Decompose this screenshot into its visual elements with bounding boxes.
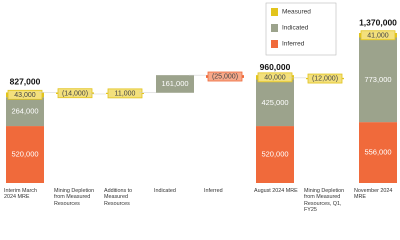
value-label: 264,000	[11, 107, 38, 116]
bar-segment	[359, 122, 397, 183]
total-label: 960,000	[260, 62, 291, 72]
value-label: 520,000	[11, 150, 38, 159]
legend-swatch	[271, 8, 278, 16]
value-label: 43,000	[14, 92, 36, 99]
total-label: 1,370,000	[359, 17, 397, 27]
chart-svg: Measured Indicated Inferred 520,000 264,000 4…	[6, 2, 397, 183]
category-label: Indicated	[154, 188, 176, 194]
value-label-box	[107, 88, 143, 99]
value-label-box	[360, 30, 396, 41]
chart: Measured Indicated Inferred 520,000 264,000 4…	[4, 2, 397, 211]
bar-segment	[256, 79, 294, 127]
legend-swatch	[271, 40, 278, 48]
category-label: August 2024 MRE	[254, 188, 298, 194]
value-label: 40,000	[264, 74, 286, 81]
category-label: November 2024 MRE	[354, 188, 393, 201]
bar-segment	[6, 97, 44, 127]
category-label: Additions to Measured Resources	[104, 188, 133, 207]
value-label: 161,000	[161, 79, 188, 88]
legend-label: Measured	[282, 9, 311, 16]
value-label: 773,000	[364, 75, 391, 84]
value-label-box	[7, 89, 43, 100]
category-label: Mining Depletion from Measured Resources	[54, 188, 95, 207]
value-label-box	[57, 88, 93, 99]
value-label-box	[307, 73, 343, 84]
legend-swatch	[271, 24, 278, 32]
bar-segment	[6, 126, 44, 183]
total-label: 827,000	[10, 77, 41, 87]
value-label: 425,000	[261, 98, 288, 107]
value-label: 556,000	[364, 148, 391, 157]
bar-change	[156, 75, 194, 93]
category-label: Interim March 2024 MRE	[4, 188, 37, 201]
bar-segment	[256, 126, 294, 183]
bar-segment	[359, 37, 397, 123]
category-label: Inferred	[204, 188, 223, 194]
category-label: Mining Depletion from Measured Resources…	[304, 188, 345, 211]
value-label: (25,000)	[212, 74, 238, 81]
value-label: 41,000	[367, 32, 389, 39]
value-label-box	[207, 71, 243, 82]
value-label: 520,000	[261, 150, 288, 159]
value-label: (12,000)	[312, 76, 338, 83]
value-label-box	[257, 72, 293, 83]
value-label: (14,000)	[62, 90, 88, 97]
value-label: 11,000	[115, 91, 136, 98]
legend-label: Indicated	[282, 25, 309, 32]
legend-label: Inferred	[282, 41, 305, 48]
